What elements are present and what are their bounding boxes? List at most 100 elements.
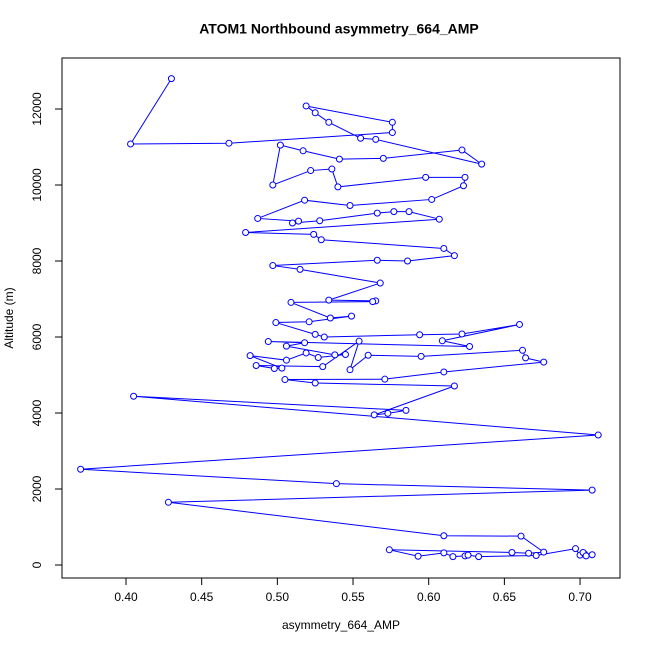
point xyxy=(341,350,349,358)
x-tick-label: 0.40 xyxy=(114,590,138,604)
point xyxy=(517,532,525,540)
point xyxy=(242,228,250,236)
point xyxy=(269,262,277,270)
point xyxy=(167,75,175,83)
x-tick-label: 0.45 xyxy=(190,590,214,604)
point xyxy=(516,320,524,328)
point xyxy=(417,352,425,360)
x-tick-label: 0.50 xyxy=(266,590,290,604)
point xyxy=(460,182,468,190)
point xyxy=(435,215,443,223)
point xyxy=(438,337,446,345)
point xyxy=(385,546,393,554)
point xyxy=(373,256,381,264)
point xyxy=(328,165,336,173)
point xyxy=(225,139,233,147)
point xyxy=(305,318,313,326)
point xyxy=(475,553,483,561)
point xyxy=(464,551,472,559)
point xyxy=(588,486,596,494)
point xyxy=(346,202,354,210)
plot-frame xyxy=(61,57,621,579)
point xyxy=(314,354,322,362)
point xyxy=(272,319,280,327)
y-tick-label: 4000 xyxy=(30,399,44,426)
point xyxy=(466,343,474,351)
x-tick-label: 0.70 xyxy=(568,590,592,604)
point xyxy=(428,195,436,203)
y-tick-label: 0 xyxy=(30,561,44,568)
y-tick-label: 10000 xyxy=(30,168,44,202)
point xyxy=(364,351,372,359)
point xyxy=(164,498,172,506)
point xyxy=(440,532,448,540)
point xyxy=(440,368,448,376)
point xyxy=(326,314,334,322)
point xyxy=(264,338,272,346)
point xyxy=(388,118,396,126)
point xyxy=(461,173,469,181)
point xyxy=(325,118,333,126)
point xyxy=(572,545,580,553)
point xyxy=(311,379,319,387)
point xyxy=(355,337,363,345)
x-tick-label: 0.60 xyxy=(417,590,441,604)
y-tick-label: 12000 xyxy=(30,92,44,126)
point xyxy=(384,409,392,417)
y-tick-label: 8000 xyxy=(30,247,44,274)
point xyxy=(402,406,410,414)
point xyxy=(270,365,278,373)
y-tick-label: 2000 xyxy=(30,475,44,502)
point xyxy=(331,351,339,359)
point xyxy=(130,392,138,400)
point xyxy=(440,549,448,557)
point xyxy=(299,147,307,155)
point xyxy=(319,363,327,371)
point xyxy=(405,208,413,216)
point xyxy=(310,230,318,238)
point xyxy=(311,330,319,338)
point xyxy=(282,356,290,364)
point xyxy=(588,551,596,559)
point xyxy=(278,364,286,372)
point xyxy=(373,209,381,217)
x-tick-label: 0.55 xyxy=(341,590,365,604)
point xyxy=(478,160,486,168)
point xyxy=(317,236,325,244)
point xyxy=(422,173,430,181)
point xyxy=(414,552,422,560)
point xyxy=(594,431,602,439)
point xyxy=(379,154,387,162)
point xyxy=(302,349,310,357)
point xyxy=(416,331,424,339)
y-tick-label: 6000 xyxy=(30,323,44,350)
point xyxy=(269,181,277,189)
point xyxy=(449,553,457,561)
x-tick-label: 0.65 xyxy=(493,590,517,604)
point xyxy=(404,257,412,265)
point xyxy=(540,358,548,366)
point xyxy=(532,552,540,560)
point xyxy=(458,146,466,154)
point xyxy=(301,339,309,347)
point xyxy=(252,362,260,370)
point xyxy=(254,214,262,222)
point xyxy=(287,298,295,306)
point xyxy=(334,183,342,191)
point xyxy=(522,354,530,362)
point xyxy=(296,265,304,273)
point xyxy=(369,298,377,306)
point xyxy=(316,217,324,225)
point xyxy=(376,279,384,287)
point xyxy=(311,109,319,117)
point xyxy=(525,549,533,557)
point xyxy=(325,296,333,304)
point xyxy=(246,352,254,360)
point xyxy=(357,134,365,142)
series-line xyxy=(80,78,599,558)
point xyxy=(346,366,354,374)
point xyxy=(450,252,458,260)
point xyxy=(450,382,458,390)
point xyxy=(372,135,380,143)
